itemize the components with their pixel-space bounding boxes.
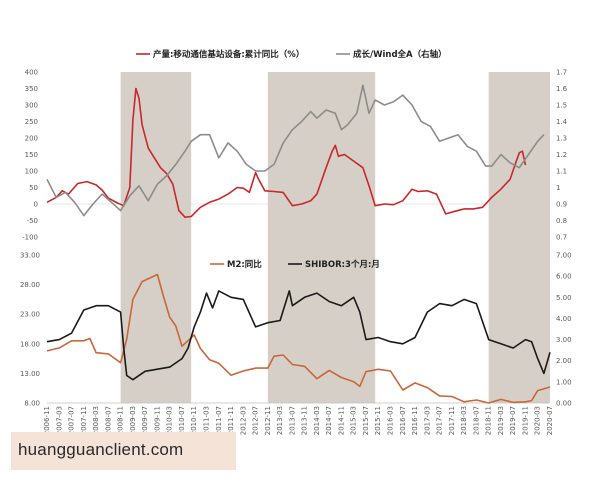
- left-tick-label-0-6: 200: [25, 135, 38, 143]
- x-tick-label-24: 2014-11: [337, 406, 345, 435]
- left-tick-label-0-0: -100: [22, 234, 38, 242]
- left-tick-label-0-2: 0: [34, 201, 38, 209]
- x-tick-label-13: 2011-03: [202, 406, 210, 435]
- x-tick-label-32: 2017-07: [436, 406, 444, 435]
- x-tick-label-36: 2018-11: [485, 406, 493, 435]
- x-tick-label-26: 2015-07: [362, 406, 370, 435]
- right-tick-label-1-3: 3.00: [556, 336, 572, 344]
- left-tick-label-0-1: -50: [27, 217, 38, 225]
- x-tick-label-1: 2007-03: [55, 406, 63, 435]
- left-tick-label-0-7: 250: [25, 118, 38, 126]
- x-tick-label-23: 2014-07: [325, 406, 333, 435]
- series-line-0-1: [46, 84, 545, 217]
- left-tick-label-0-3: 50: [29, 184, 38, 192]
- x-tick-label-28: 2016-03: [387, 406, 395, 435]
- x-tick-label-5: 2008-07: [104, 406, 112, 435]
- x-tick-label-18: 2012-11: [264, 406, 272, 435]
- x-tick-label-31: 2017-03: [423, 406, 431, 435]
- left-tick-label-0-9: 350: [25, 85, 38, 93]
- x-tick-label-39: 2019-11: [521, 406, 529, 435]
- x-tick-label-19: 2013-03: [276, 406, 284, 435]
- x-tick-label-2: 2007-07: [68, 406, 76, 435]
- left-tick-label-0-8: 300: [25, 102, 38, 110]
- left-tick-label-1-1: 13.00: [20, 370, 40, 378]
- x-tick-label-0: 2006-11: [43, 406, 51, 435]
- x-tick-label-6: 2008-11: [117, 406, 125, 435]
- x-tick-label-30: 2016-11: [411, 406, 419, 435]
- x-tick-label-37: 2019-03: [497, 406, 505, 435]
- x-tick-label-11: 2010-07: [178, 406, 186, 435]
- x-tick-label-21: 2013-11: [301, 406, 309, 435]
- x-tick-label-20: 2013-07: [288, 406, 296, 435]
- right-tick-label-0-8: 1.5: [556, 102, 567, 110]
- right-tick-label-0-5: 1.2: [556, 151, 567, 159]
- right-tick-label-0-0: 0.7: [556, 234, 567, 242]
- right-tick-label-0-7: 1.4: [556, 118, 568, 126]
- right-tick-label-0-6: 1.3: [556, 135, 567, 143]
- right-tick-label-0-1: 0.8: [556, 217, 567, 225]
- bottom-legend: M2:同比 SHIBOR:3个月:月: [210, 259, 380, 270]
- watermark-background: [11, 432, 236, 470]
- shaded-period-1: [267, 72, 376, 403]
- x-tick-label-40: 2020-03: [534, 406, 542, 435]
- x-tick-label-12: 2010-11: [190, 406, 198, 435]
- right-tick-label-1-1: 1.00: [556, 378, 572, 386]
- right-tick-label-1-0: 0.00: [556, 400, 572, 408]
- series-line-1-1: [46, 290, 551, 381]
- x-tick-label-41: 2020-07: [546, 406, 554, 435]
- x-tick-label-16: 2012-03: [239, 406, 247, 435]
- x-tick-label-10: 2010-03: [166, 406, 174, 435]
- right-tick-label-1-6: 6.00: [556, 273, 572, 281]
- x-tick-label-22: 2014-03: [313, 406, 321, 435]
- left-tick-label-1-2: 18.00: [20, 340, 40, 348]
- right-tick-label-0-9: 1.6: [556, 85, 568, 93]
- shaded-periods: [120, 72, 550, 403]
- x-tick-label-17: 2012-07: [252, 406, 260, 435]
- x-tick-label-4: 2008-03: [92, 406, 100, 435]
- left-tick-label-1-4: 28.00: [20, 281, 40, 289]
- axes: -100 -50 0 50 100 150 200 250 300 350 400 0.7 0.8 0.9…: [20, 69, 572, 436]
- x-tick-label-29: 2016-07: [399, 406, 407, 435]
- right-tick-label-0-2: 0.9: [556, 201, 567, 209]
- x-tick-label-34: 2018-03: [460, 406, 468, 435]
- right-tick-label-0-4: 1.1: [556, 168, 567, 176]
- series-line-0-0: [46, 87, 527, 218]
- x-tick-label-14: 2011-07: [215, 406, 223, 435]
- x-tick-label-9: 2009-11: [153, 406, 161, 435]
- legend-label-m2: M2:同比: [227, 259, 262, 270]
- legend-label-shibor: SHIBOR:3个月:月: [305, 259, 380, 270]
- right-tick-label-0-3: 1: [556, 184, 560, 192]
- watermark-text: huangguanclient.com: [18, 440, 184, 459]
- x-tick-label-27: 2015-11: [374, 406, 382, 435]
- x-tick-label-15: 2011-11: [227, 406, 235, 435]
- x-tick-label-35: 2018-07: [472, 406, 480, 435]
- x-tick-label-3: 2007-11: [80, 406, 88, 435]
- right-tick-label-0-10: 1.7: [556, 69, 567, 77]
- x-tick-label-25: 2015-03: [350, 406, 358, 435]
- series-line-1-0: [46, 273, 551, 404]
- x-tick-label-38: 2019-07: [509, 406, 517, 435]
- right-tick-label-1-7: 7.00: [556, 252, 572, 260]
- left-tick-label-1-0: 8.00: [24, 400, 40, 408]
- left-tick-label-0-10: 400: [25, 69, 38, 77]
- left-tick-label-0-4: 100: [25, 168, 38, 176]
- left-tick-label-1-3: 23.00: [20, 311, 40, 319]
- legend-label-production: 产量:移动通信基站设备:累计同比（%）: [153, 49, 304, 60]
- shaded-period-2: [488, 72, 550, 403]
- series-lines: [46, 84, 551, 404]
- shaded-period-0: [120, 72, 192, 403]
- left-tick-label-0-5: 150: [25, 151, 38, 159]
- right-tick-label-1-5: 5.00: [556, 294, 572, 302]
- right-tick-label-1-4: 4.00: [556, 315, 572, 323]
- x-tick-label-8: 2009-07: [141, 406, 149, 435]
- right-tick-label-1-2: 2.00: [556, 357, 572, 365]
- top-legend: 产量:移动通信基站设备:累计同比（%） 成长/Wind全A（右轴）: [136, 49, 447, 60]
- x-tick-label-7: 2009-03: [129, 406, 137, 435]
- legend-label-growth: 成长/Wind全A（右轴）: [353, 49, 447, 60]
- left-tick-label-1-5: 33.00: [20, 252, 40, 260]
- x-tick-label-33: 2017-11: [448, 406, 456, 435]
